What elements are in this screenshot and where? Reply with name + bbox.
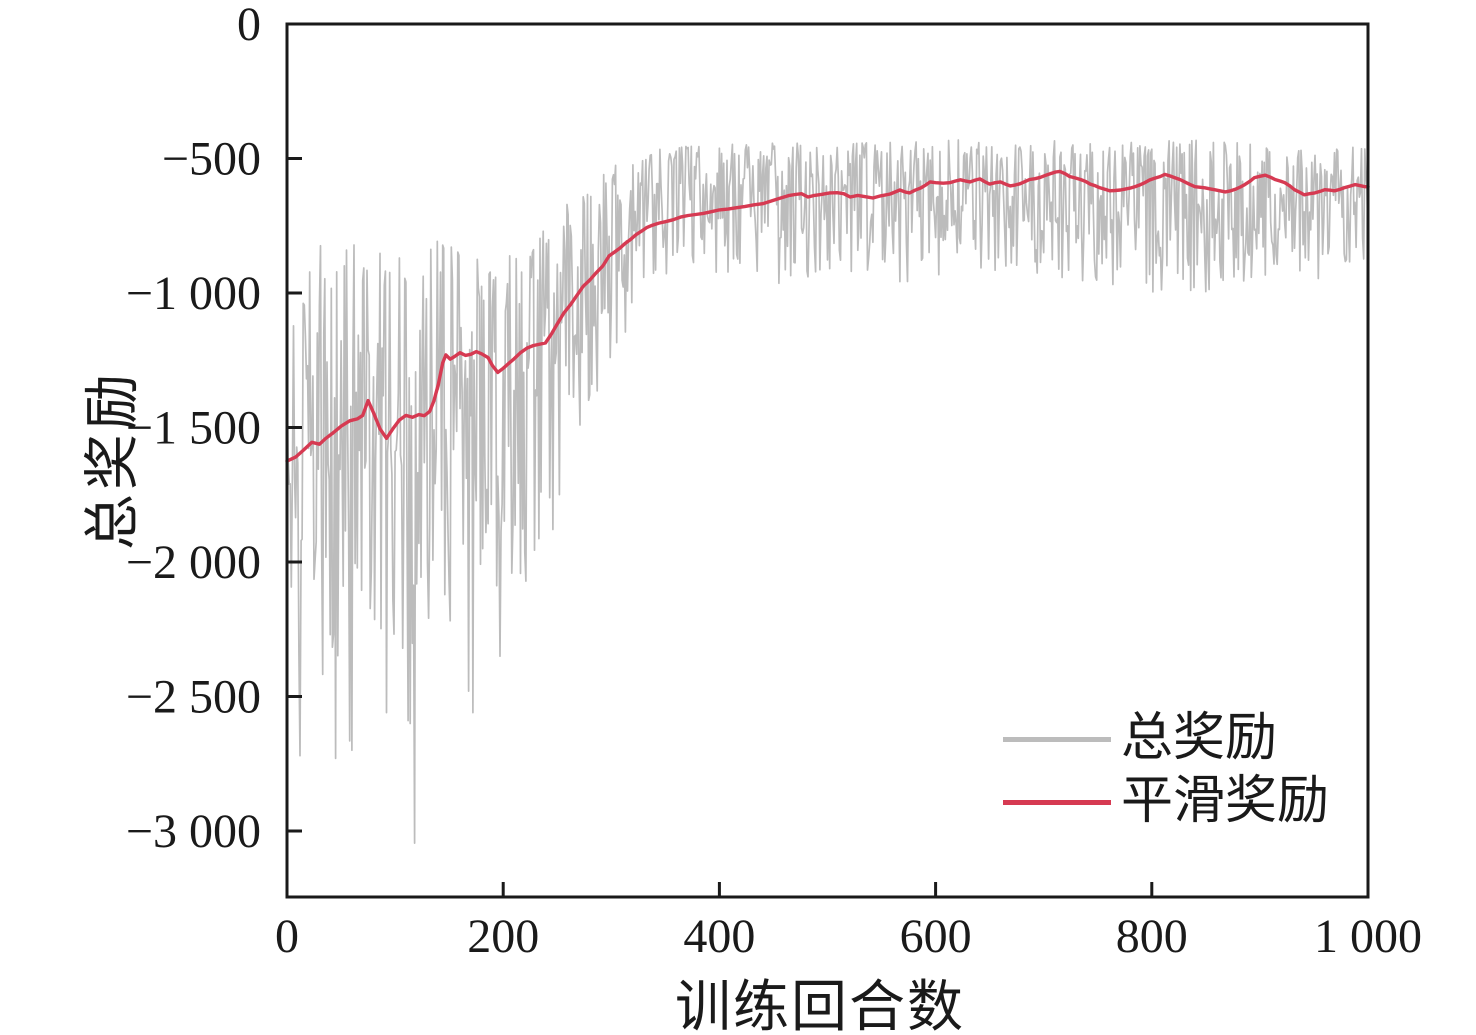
x-tick-label: 200 [467,910,539,963]
x-tick-label: 400 [683,910,755,963]
total-reward-line [286,139,1369,844]
y-tick-label: −2 000 [126,536,261,589]
y-tick-label: 0 [237,0,261,51]
y-tick-label: −2 500 [126,671,261,724]
y-tick-label: −1 500 [126,402,261,455]
x-tick-label: 0 [275,910,299,963]
total-reward-line-swatch [1003,736,1111,742]
legend: 总奖励 平滑奖励 [1003,710,1330,830]
x-tick-label: 1 000 [1314,910,1422,963]
y-tick-label: −3 000 [126,805,261,858]
axes-box [285,22,1370,899]
smoothed-reward-line-swatch [1003,799,1111,805]
y-tick-label: −500 [162,133,261,186]
smoothed-reward-line [285,169,1370,463]
x-tick-label: 800 [1116,910,1188,963]
legend-entry-total-reward: 总奖励 [1003,710,1329,767]
y-axis-label: 总奖励 [82,370,145,550]
x-axis-label: 训练回合数 [675,977,965,1035]
y-tick-label: −1 000 [126,267,261,320]
x-tick-label: 600 [900,910,972,963]
legend-entry-smoothed-reward: 平滑奖励 [1003,773,1330,830]
legend-label-total-reward: 总奖励 [1121,710,1278,767]
legend-label-smoothed-reward: 平滑奖励 [1121,773,1330,830]
